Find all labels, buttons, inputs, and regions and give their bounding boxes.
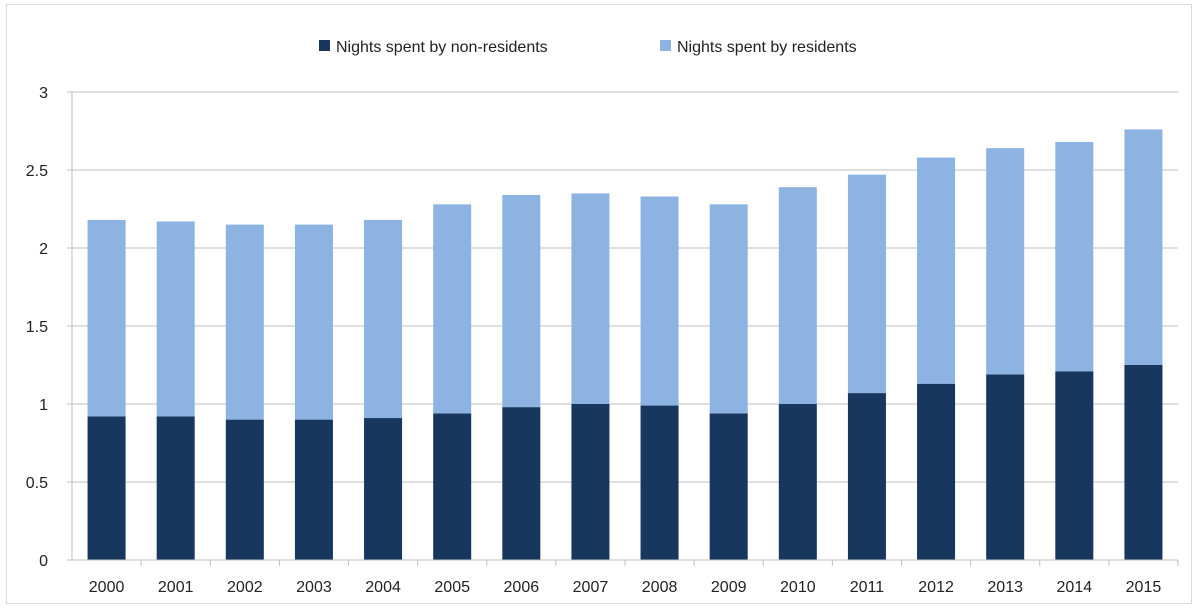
bars bbox=[87, 129, 1163, 560]
bar-residents bbox=[571, 193, 610, 404]
x-tick-label: 2000 bbox=[89, 579, 125, 596]
x-tick-label: 2011 bbox=[850, 579, 885, 596]
bar-residents bbox=[433, 204, 472, 414]
bar-non-residents bbox=[225, 419, 264, 560]
bar-non-residents bbox=[1124, 365, 1163, 560]
x-tick-label: 2008 bbox=[642, 579, 678, 596]
y-tick-label: 1 bbox=[39, 397, 48, 414]
bar-non-residents bbox=[87, 416, 126, 560]
x-tick-label: 2005 bbox=[434, 579, 470, 596]
bar-residents bbox=[502, 194, 541, 408]
bar-non-residents bbox=[433, 413, 472, 560]
y-tick-label: 0 bbox=[39, 553, 48, 570]
legend: Nights spent by non-residents Nights spe… bbox=[319, 39, 857, 56]
x-tick-label: 2013 bbox=[987, 579, 1023, 596]
x-tick-label: 2014 bbox=[1057, 579, 1093, 596]
bar-non-residents bbox=[156, 416, 195, 560]
bar-residents bbox=[847, 174, 886, 394]
x-tick-label: 2004 bbox=[365, 579, 401, 596]
bar-non-residents bbox=[294, 419, 333, 560]
legend-swatch-non-residents bbox=[319, 40, 330, 51]
x-tick-label: 2010 bbox=[780, 579, 816, 596]
bar-residents bbox=[364, 219, 403, 419]
x-axis-ticks: 2000 2001 2002 2003 2004 2005 2006 2007 2008 2009… bbox=[89, 560, 1179, 596]
y-tick-label: 3 bbox=[39, 85, 48, 102]
legend-swatch-residents bbox=[660, 40, 671, 51]
bar-residents bbox=[917, 157, 956, 384]
bar-non-residents bbox=[778, 404, 817, 560]
bar-residents bbox=[709, 204, 748, 414]
bar-non-residents bbox=[709, 413, 748, 560]
bar-non-residents bbox=[571, 404, 610, 560]
x-tick-label: 2001 bbox=[158, 579, 194, 596]
y-axis-ticks: 0 0.5 1 1.5 2 2.5 3 bbox=[26, 85, 73, 570]
y-tick-label: 2.5 bbox=[26, 163, 48, 180]
y-tick-label: 1.5 bbox=[26, 319, 48, 336]
bar-residents bbox=[1055, 141, 1094, 372]
y-tick-label: 0.5 bbox=[26, 475, 48, 492]
x-tick-label: 2012 bbox=[918, 579, 954, 596]
bar-residents bbox=[1124, 129, 1163, 365]
x-tick-label: 2002 bbox=[227, 579, 263, 596]
bar-non-residents bbox=[1055, 371, 1094, 560]
bar-non-residents bbox=[502, 407, 541, 560]
legend-label-non-residents: Nights spent by non-residents bbox=[336, 39, 548, 56]
bar-residents bbox=[640, 196, 679, 406]
bar-residents bbox=[156, 221, 195, 417]
bar-residents bbox=[778, 187, 817, 404]
y-tick-label: 2 bbox=[39, 241, 48, 258]
x-tick-label: 2006 bbox=[504, 579, 540, 596]
bar-non-residents bbox=[364, 418, 403, 560]
bar-non-residents bbox=[640, 405, 679, 560]
legend-label-residents: Nights spent by residents bbox=[677, 39, 857, 56]
bar-residents bbox=[986, 148, 1025, 375]
bar-residents bbox=[294, 224, 333, 420]
x-tick-label: 2015 bbox=[1126, 579, 1162, 596]
x-tick-label: 2007 bbox=[573, 579, 609, 596]
bar-residents bbox=[87, 219, 126, 417]
x-tick-label: 2003 bbox=[296, 579, 332, 596]
x-tick-label: 2009 bbox=[711, 579, 747, 596]
bar-non-residents bbox=[917, 383, 956, 560]
bar-residents bbox=[225, 224, 264, 420]
bar-non-residents bbox=[986, 374, 1025, 560]
bar-non-residents bbox=[847, 393, 886, 560]
